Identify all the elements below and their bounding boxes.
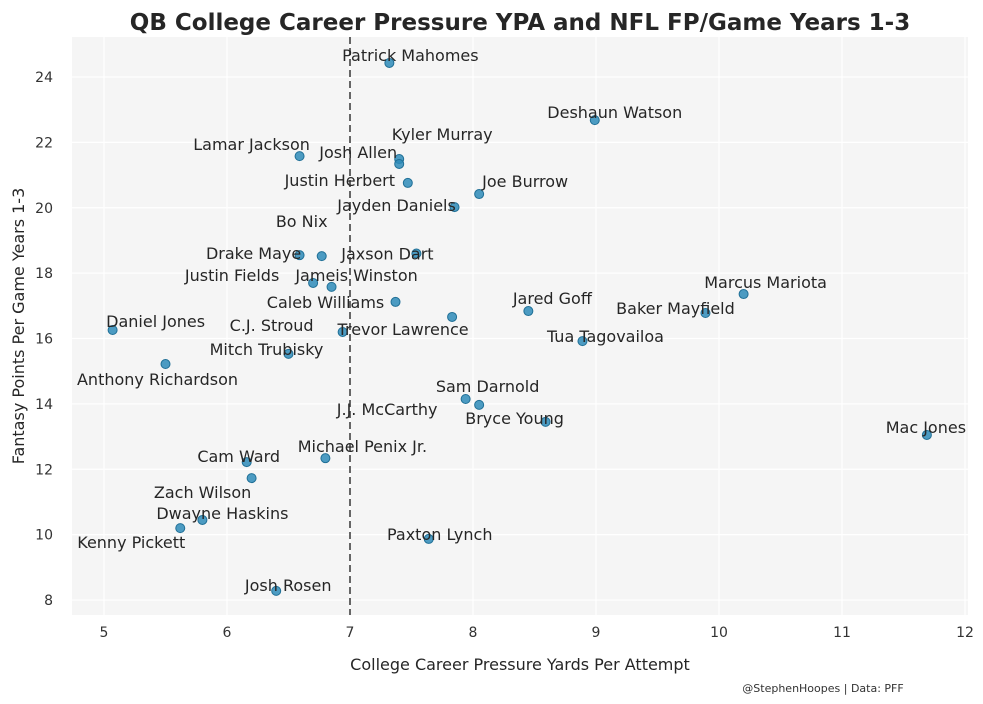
- x-tick-label: 12: [956, 625, 974, 641]
- data-point: [589, 115, 600, 126]
- data-point: [160, 359, 171, 370]
- points: [107, 57, 932, 596]
- y-tick-label: 14: [35, 397, 53, 413]
- point-label: Kenny Pickett: [77, 533, 185, 552]
- y-tick-label: 20: [35, 201, 53, 217]
- point-label: Jameis Winston: [294, 266, 417, 285]
- data-point: [197, 514, 208, 525]
- x-tick-label: 10: [710, 625, 728, 641]
- ticks: 5 6 7 8 9 10 11 12 8 10 12 14 16 18 20 22 24: [35, 70, 974, 641]
- point-label: Dwayne Haskins: [156, 504, 288, 523]
- point-label: Joe Burrow: [481, 172, 568, 191]
- point-label: Mitch Trubisky: [210, 340, 324, 359]
- data-point: [577, 336, 588, 347]
- y-tick-label: 16: [35, 332, 53, 348]
- data-point: [921, 429, 932, 440]
- point-label: C.J. Stroud: [230, 316, 314, 335]
- data-point: [316, 251, 327, 262]
- data-point: [460, 393, 471, 404]
- point-label: Bryce Young: [465, 409, 564, 428]
- point-label: Tua Tagovailoa: [546, 327, 664, 346]
- data-point: [326, 281, 337, 292]
- point-label: Marcus Mariota: [704, 273, 827, 292]
- x-tick-label: 8: [469, 625, 478, 641]
- point-label: Anthony Richardson: [77, 370, 238, 389]
- data-point: [449, 202, 460, 213]
- point-label: Patrick Mahomes: [342, 46, 478, 65]
- x-tick-label: 9: [592, 625, 601, 641]
- data-point: [271, 585, 282, 596]
- point-label: Cam Ward: [197, 447, 280, 466]
- y-tick-label: 12: [35, 462, 53, 478]
- data-point: [337, 326, 348, 337]
- point-label: Josh Rosen: [244, 576, 332, 595]
- x-tick-label: 5: [100, 625, 109, 641]
- data-point: [447, 311, 458, 322]
- point-label: Bo Nix: [276, 212, 328, 231]
- point-label: Paxton Lynch: [387, 525, 492, 544]
- data-point: [241, 457, 252, 468]
- point-label: Caleb Williams: [267, 293, 384, 312]
- y-tick-label: 10: [35, 528, 53, 544]
- point-label: Drake Maye: [206, 244, 301, 263]
- point-label: Daniel Jones: [106, 312, 205, 331]
- credit-text: @StephenHoopes | Data: PFF: [742, 682, 903, 695]
- point-label: Jayden Daniels: [336, 196, 456, 215]
- point-label: Justin Herbert: [284, 171, 395, 190]
- y-tick-label: 24: [35, 70, 53, 86]
- data-point: [700, 308, 711, 319]
- data-point: [390, 296, 401, 307]
- y-tick-label: 22: [35, 135, 53, 151]
- data-point: [283, 348, 294, 359]
- point-label: Mac Jones: [886, 418, 966, 437]
- y-tick-label: 18: [35, 266, 53, 282]
- x-axis-label: College Career Pressure Yards Per Attemp…: [350, 655, 690, 674]
- point-label: Justin Fields: [184, 266, 279, 285]
- point-label: Zach Wilson: [154, 483, 251, 502]
- point-label: Trevor Lawrence: [337, 320, 469, 339]
- data-point: [384, 57, 395, 68]
- point-label: Kyler Murray: [392, 125, 493, 144]
- data-point: [523, 306, 534, 317]
- grid: [72, 37, 968, 615]
- point-labels: Patrick Mahomes Deshaun Watson Kyler Murra…: [77, 46, 966, 595]
- data-point: [738, 289, 749, 300]
- data-point: [294, 250, 305, 261]
- data-point: [320, 453, 331, 464]
- data-point: [402, 177, 413, 188]
- data-point: [474, 399, 485, 410]
- data-point: [107, 325, 118, 336]
- y-axis-label: Fantasy Points Per Game Years 1-3: [9, 188, 28, 465]
- point-label: Sam Darnold: [436, 377, 540, 396]
- x-tick-label: 11: [833, 625, 851, 641]
- point-label: Deshaun Watson: [547, 103, 682, 122]
- chart-title: QB College Career Pressure YPA and NFL F…: [130, 10, 910, 36]
- data-point: [474, 189, 485, 200]
- point-label: J.J. McCarthy: [336, 400, 438, 419]
- data-point: [175, 523, 186, 534]
- point-label: Jared Goff: [512, 289, 593, 308]
- data-point: [540, 416, 551, 427]
- y-tick-label: 8: [44, 593, 53, 609]
- point-label: Jaxson Dart: [340, 245, 433, 264]
- point-label: Michael Penix Jr.: [298, 437, 427, 456]
- data-point: [246, 473, 257, 484]
- data-point: [308, 277, 319, 288]
- data-point: [394, 158, 405, 169]
- point-label: Josh Allen: [318, 143, 397, 162]
- point-label: Baker Mayfield: [616, 299, 735, 318]
- data-point: [294, 151, 305, 162]
- x-tick-label: 7: [346, 625, 355, 641]
- x-tick-label: 6: [223, 625, 232, 641]
- point-label: Lamar Jackson: [193, 135, 310, 154]
- data-point: [411, 248, 422, 259]
- plot-area: [72, 37, 968, 615]
- data-point: [423, 533, 434, 544]
